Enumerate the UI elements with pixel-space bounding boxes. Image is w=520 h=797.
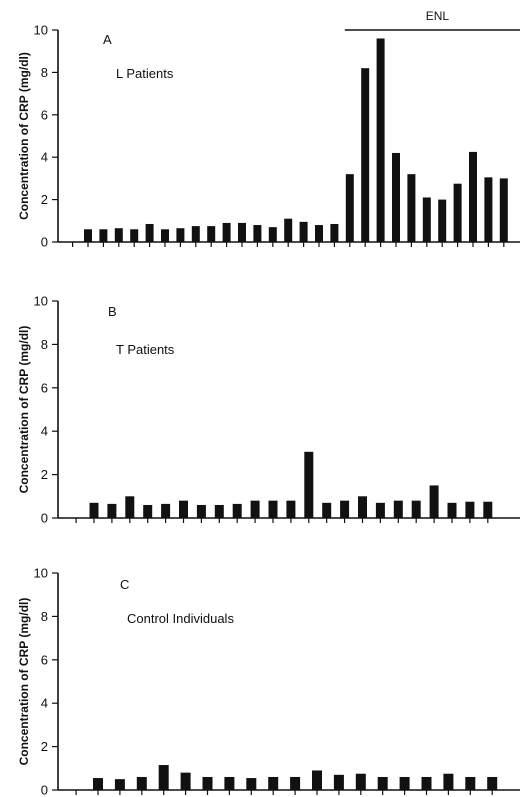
panel-c-bar bbox=[268, 776, 279, 790]
panel-c-bar bbox=[333, 774, 344, 790]
panel-b-bar bbox=[161, 503, 171, 518]
panel-b-letter: B bbox=[108, 304, 117, 319]
panel-b-bar bbox=[358, 496, 367, 518]
panel-c-bar bbox=[180, 772, 191, 790]
panel-b-bar bbox=[447, 502, 457, 518]
panel-b-bar bbox=[322, 502, 332, 518]
panel-a-bar bbox=[299, 221, 308, 242]
panel-b-bar bbox=[250, 500, 260, 518]
panel-a-bar bbox=[99, 229, 108, 242]
panel-a-bar bbox=[407, 174, 416, 242]
panel-a-bar bbox=[392, 152, 400, 242]
panel-b-group-label: T Patients bbox=[116, 342, 175, 357]
panel-b-y-tick-label: 6 bbox=[41, 380, 48, 395]
panel-a-bar bbox=[330, 223, 339, 242]
panel-c-bar bbox=[312, 770, 322, 790]
panel-c-y-tick-label: 10 bbox=[34, 566, 48, 581]
panel-c-bar bbox=[202, 776, 213, 790]
panel-a-bar bbox=[453, 183, 462, 242]
panel-a-bar bbox=[130, 229, 139, 242]
panel-a-group-label: L Patients bbox=[116, 66, 174, 81]
panel-c-letter: C bbox=[120, 577, 129, 592]
panel-a-bar bbox=[438, 199, 447, 242]
panel-a-bar bbox=[284, 218, 293, 242]
panel-a-y-tick-label: 4 bbox=[41, 150, 48, 165]
panel-c-bar bbox=[377, 776, 388, 790]
panel-c-bar bbox=[246, 778, 257, 790]
panel-a-bar bbox=[484, 177, 493, 242]
panel-a-bar bbox=[268, 227, 277, 242]
panel-b-bar bbox=[89, 502, 99, 518]
panel-a-y-axis-title: Concentration of CRP (mg/dl) bbox=[17, 52, 31, 220]
panel-b-y-tick-label: 10 bbox=[34, 294, 48, 309]
panel-a-y-tick-label: 10 bbox=[34, 23, 48, 38]
panel-c-y-tick-label: 4 bbox=[41, 696, 48, 711]
panel-c-bar bbox=[465, 776, 476, 790]
panel-b-bar bbox=[232, 503, 242, 518]
panel-a-bar bbox=[422, 197, 431, 242]
panel-c-bar bbox=[290, 776, 301, 790]
panel-b-bar bbox=[483, 501, 493, 518]
panel-c-bar bbox=[158, 765, 169, 790]
panel-a-y-tick-label: 0 bbox=[41, 235, 48, 250]
panel-a-y-tick-label: 2 bbox=[41, 192, 48, 207]
panel-c-bar bbox=[355, 773, 366, 790]
panel-b-bar bbox=[411, 500, 421, 518]
panel-a-bar bbox=[499, 178, 508, 242]
panel-b-bar bbox=[143, 504, 153, 518]
panel-b-bar bbox=[393, 500, 403, 518]
panel-a-bar bbox=[315, 225, 323, 242]
panel-c-bar bbox=[224, 776, 235, 790]
panel-a-bar bbox=[376, 38, 385, 243]
panel-c-bar bbox=[421, 776, 432, 790]
panel-a-bar bbox=[191, 226, 200, 242]
panel-b-bar bbox=[429, 485, 439, 518]
panel-c-bar bbox=[136, 776, 147, 790]
panel-b-y-tick-label: 0 bbox=[41, 511, 48, 526]
panel-a-y-tick-label: 8 bbox=[41, 65, 48, 80]
panel-b-y-tick-label: 2 bbox=[41, 467, 48, 482]
panel-b-bar bbox=[375, 502, 385, 518]
panel-c-y-axis-title: Concentration of CRP (mg/dl) bbox=[17, 598, 31, 766]
panel-c-bar bbox=[114, 779, 125, 790]
panel-a-bar bbox=[114, 228, 123, 242]
panel-a-bar bbox=[222, 222, 231, 242]
panel-c-bar bbox=[399, 776, 410, 790]
panel-b-bar bbox=[286, 500, 296, 518]
panel-a-bar bbox=[238, 222, 246, 242]
panel-a-bar bbox=[253, 225, 262, 242]
panel-c-group-label: Control Individuals bbox=[127, 611, 234, 626]
panel-b-bar bbox=[107, 503, 117, 518]
panel-b-bar bbox=[125, 496, 135, 518]
panel-a-letter: A bbox=[103, 32, 112, 47]
panel-c-bar bbox=[443, 773, 454, 790]
panel-a-bar bbox=[469, 151, 477, 242]
panel-a-y-tick-label: 6 bbox=[41, 107, 48, 122]
panel-c-y-tick-label: 0 bbox=[41, 783, 48, 797]
panel-a-bar bbox=[207, 226, 216, 242]
panel-b-y-tick-label: 8 bbox=[41, 337, 48, 352]
panel-b-bar bbox=[304, 451, 314, 518]
panel-a-bar bbox=[161, 229, 169, 242]
panel-c-bar bbox=[487, 776, 498, 790]
panel-b-bar bbox=[268, 500, 278, 518]
panel-a-bar bbox=[361, 68, 370, 242]
panel-c-y-tick-label: 6 bbox=[41, 652, 48, 667]
panel-c-y-tick-label: 2 bbox=[41, 739, 48, 754]
panel-b-bar bbox=[340, 500, 350, 518]
panel-b-bar bbox=[465, 501, 475, 518]
panel-b-bar bbox=[179, 500, 188, 518]
panel-b-y-tick-label: 4 bbox=[41, 424, 48, 439]
panel-a-enl-label: ENL bbox=[426, 9, 450, 23]
panel-c-y-tick-label: 8 bbox=[41, 609, 48, 624]
panel-a-bar bbox=[84, 229, 92, 242]
panel-a-bar bbox=[345, 174, 354, 242]
panel-a-bar bbox=[176, 228, 185, 242]
panel-c-bar bbox=[93, 778, 103, 790]
panel-b-bar bbox=[196, 504, 206, 518]
panel-b-y-axis-title: Concentration of CRP (mg/dl) bbox=[17, 326, 31, 494]
panel-b-bar bbox=[214, 504, 224, 518]
panel-a-bar bbox=[145, 223, 154, 242]
